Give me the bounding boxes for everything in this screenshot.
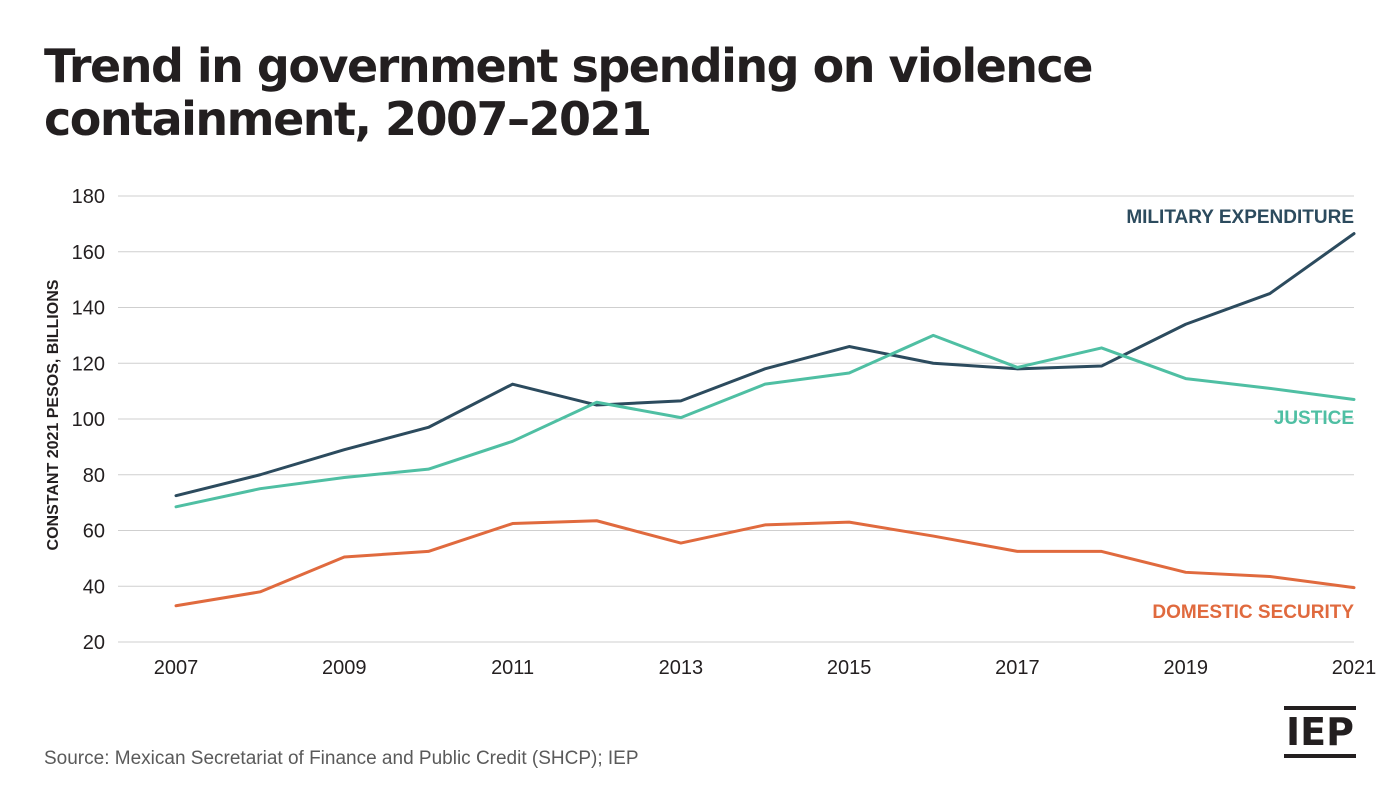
series-line-domestic-security: [174, 519, 1356, 608]
y-tick-label: 20: [83, 632, 105, 654]
y-tick-label: 40: [83, 576, 105, 598]
y-tick-label: 140: [72, 298, 105, 320]
x-tick-label: 2015: [827, 657, 872, 679]
series-label: MILITARY EXPENDITURE: [1126, 207, 1354, 228]
chart-title: Trend in government spending on violence…: [44, 39, 1094, 146]
x-tick-label: 2007: [154, 657, 199, 679]
y-tick-label: 60: [83, 521, 105, 543]
series-line-justice: [174, 333, 1356, 509]
x-tick-label: 2019: [1163, 657, 1208, 679]
x-tick-label: 2021: [1332, 657, 1377, 679]
series-line-military-expenditure: [174, 232, 1356, 498]
iep-logo: IEP: [1284, 706, 1356, 758]
y-tick-label: 180: [72, 186, 105, 208]
series-label: JUSTICE: [1274, 408, 1354, 429]
x-axis-ticks: 2007 2009 2011 2013 2015 2017 2019 2021: [154, 657, 1377, 679]
logo-text: IEP: [1286, 710, 1354, 754]
y-tick-label: 160: [72, 242, 105, 264]
source-note: Source: Mexican Secretariat of Finance a…: [44, 748, 639, 769]
y-tick-label: 100: [72, 409, 105, 431]
series-lines: [174, 232, 1356, 608]
series-label: DOMESTIC SECURITY: [1152, 602, 1354, 623]
x-tick-label: 2013: [659, 657, 704, 679]
x-tick-label: 2009: [322, 657, 367, 679]
series-labels: MILITARY EXPENDITURE JUSTICE DOMESTIC SECU…: [1126, 207, 1354, 623]
y-tick-label: 120: [72, 353, 105, 375]
y-axis-ticks: 20 40 60 80 100 120 140 160 180: [72, 186, 105, 654]
x-tick-label: 2017: [995, 657, 1040, 679]
y-axis-label: CONSTANT 2021 PESOS, BILLIONS: [45, 279, 62, 550]
y-tick-label: 80: [83, 465, 105, 487]
x-tick-label: 2011: [491, 657, 534, 679]
